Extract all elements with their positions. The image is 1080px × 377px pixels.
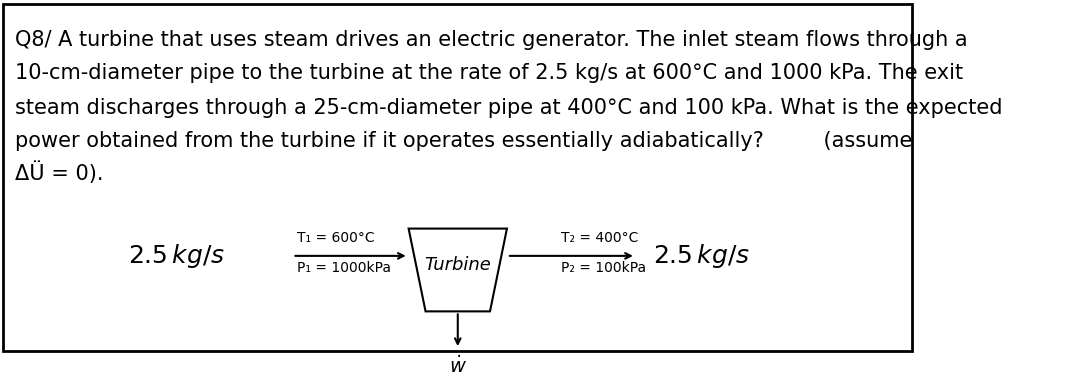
- Text: Q8/ A turbine that uses steam drives an electric generator. The inlet steam flow: Q8/ A turbine that uses steam drives an …: [15, 30, 968, 50]
- Text: ΔÜ = 0).: ΔÜ = 0).: [15, 162, 104, 184]
- Text: $\dot{w}$: $\dot{w}$: [449, 356, 467, 377]
- Text: $2.5\,kg/s$: $2.5\,kg/s$: [653, 242, 751, 270]
- Text: P₂ = 100kPa: P₂ = 100kPa: [562, 261, 646, 275]
- Text: T₂ = 400°C: T₂ = 400°C: [562, 231, 638, 245]
- Text: steam discharges through a 25-cm-diameter pipe at 400°C and 100 kPa. What is the: steam discharges through a 25-cm-diamete…: [15, 98, 1002, 118]
- Text: Turbine: Turbine: [424, 256, 491, 274]
- Text: $2.5\,kg/s$: $2.5\,kg/s$: [127, 242, 225, 270]
- Text: 10-cm-diameter pipe to the turbine at the rate of 2.5 kg/s at 600°C and 1000 kPa: 10-cm-diameter pipe to the turbine at th…: [15, 63, 963, 83]
- Text: T₁ = 600°C: T₁ = 600°C: [297, 231, 375, 245]
- Text: power obtained from the turbine if it operates essentially adiabatically?       : power obtained from the turbine if it op…: [15, 131, 913, 151]
- Polygon shape: [408, 228, 507, 311]
- Text: P₁ = 1000kPa: P₁ = 1000kPa: [297, 261, 391, 275]
